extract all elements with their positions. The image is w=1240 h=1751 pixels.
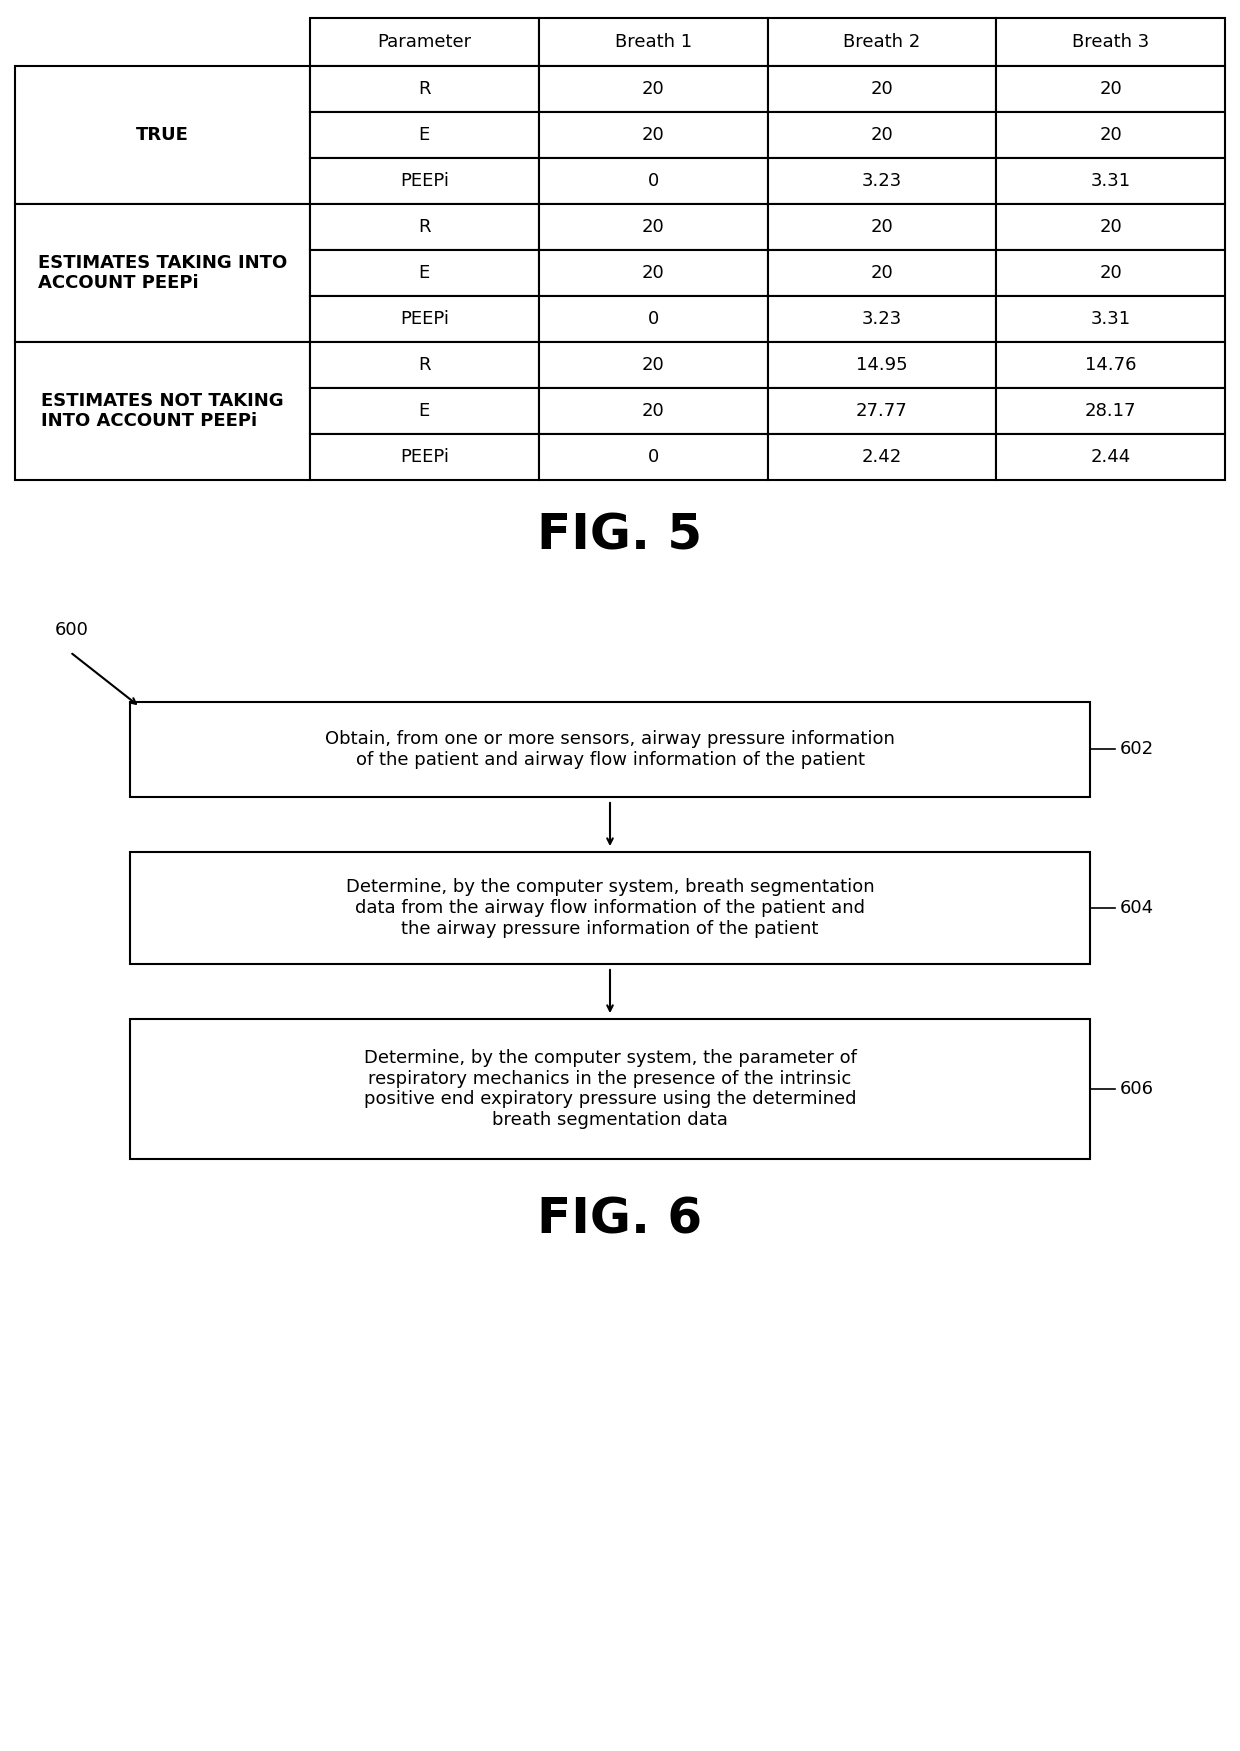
Text: 606: 606 bbox=[1120, 1080, 1154, 1098]
Text: 20: 20 bbox=[642, 355, 665, 375]
Text: E: E bbox=[419, 126, 430, 144]
Bar bbox=[310, 112, 538, 158]
Text: 600: 600 bbox=[55, 622, 89, 639]
Bar bbox=[768, 341, 996, 389]
Text: 20: 20 bbox=[642, 264, 665, 282]
Bar bbox=[130, 853, 1090, 965]
Text: 20: 20 bbox=[870, 219, 893, 236]
Text: 2.44: 2.44 bbox=[1090, 448, 1131, 466]
Bar bbox=[768, 296, 996, 341]
Text: 3.31: 3.31 bbox=[1090, 310, 1131, 327]
Bar bbox=[996, 250, 1225, 296]
Bar bbox=[310, 250, 538, 296]
Text: R: R bbox=[418, 355, 430, 375]
Text: 20: 20 bbox=[642, 126, 665, 144]
Bar bbox=[768, 67, 996, 112]
Bar bbox=[996, 434, 1225, 480]
Bar bbox=[310, 205, 538, 250]
Bar bbox=[996, 18, 1225, 67]
Text: 20: 20 bbox=[1099, 126, 1122, 144]
Bar bbox=[768, 205, 996, 250]
Text: ESTIMATES TAKING INTO
ACCOUNT PEEPi: ESTIMATES TAKING INTO ACCOUNT PEEPi bbox=[38, 254, 288, 292]
Text: 20: 20 bbox=[870, 81, 893, 98]
Bar bbox=[310, 341, 538, 389]
Text: 604: 604 bbox=[1120, 898, 1154, 918]
Bar bbox=[15, 341, 310, 480]
Text: 2.42: 2.42 bbox=[862, 448, 901, 466]
Bar bbox=[768, 389, 996, 434]
Text: 0: 0 bbox=[647, 310, 658, 327]
Bar bbox=[996, 389, 1225, 434]
Text: E: E bbox=[419, 264, 430, 282]
Bar bbox=[538, 389, 768, 434]
Bar bbox=[538, 250, 768, 296]
Text: 0: 0 bbox=[647, 172, 658, 191]
Text: 0: 0 bbox=[647, 448, 658, 466]
Bar bbox=[538, 341, 768, 389]
Text: Breath 2: Breath 2 bbox=[843, 33, 920, 51]
Bar bbox=[310, 434, 538, 480]
Bar bbox=[768, 18, 996, 67]
Bar bbox=[768, 434, 996, 480]
Bar bbox=[996, 112, 1225, 158]
Bar bbox=[310, 296, 538, 341]
Bar bbox=[130, 702, 1090, 797]
Text: 602: 602 bbox=[1120, 741, 1154, 758]
Bar bbox=[310, 158, 538, 205]
Text: R: R bbox=[418, 81, 430, 98]
Bar bbox=[768, 250, 996, 296]
Bar bbox=[130, 1019, 1090, 1159]
Text: Obtain, from one or more sensors, airway pressure information
of the patient and: Obtain, from one or more sensors, airway… bbox=[325, 730, 895, 769]
Bar bbox=[310, 389, 538, 434]
Text: Parameter: Parameter bbox=[377, 33, 471, 51]
Text: FIG. 5: FIG. 5 bbox=[537, 511, 703, 559]
Bar bbox=[538, 112, 768, 158]
Bar bbox=[996, 205, 1225, 250]
Text: Determine, by the computer system, the parameter of
respiratory mechanics in the: Determine, by the computer system, the p… bbox=[363, 1049, 857, 1129]
Bar bbox=[15, 67, 310, 205]
Text: FIG. 6: FIG. 6 bbox=[537, 1194, 703, 1243]
Bar bbox=[538, 158, 768, 205]
Bar bbox=[996, 158, 1225, 205]
Text: TRUE: TRUE bbox=[136, 126, 188, 144]
Bar bbox=[538, 296, 768, 341]
Bar bbox=[310, 18, 538, 67]
Text: 20: 20 bbox=[642, 81, 665, 98]
Bar bbox=[996, 67, 1225, 112]
Text: Determine, by the computer system, breath segmentation
data from the airway flow: Determine, by the computer system, breat… bbox=[346, 879, 874, 939]
Text: 3.23: 3.23 bbox=[862, 310, 901, 327]
Text: 28.17: 28.17 bbox=[1085, 403, 1136, 420]
Text: 27.77: 27.77 bbox=[856, 403, 908, 420]
Text: 14.76: 14.76 bbox=[1085, 355, 1136, 375]
Bar bbox=[310, 67, 538, 112]
Bar bbox=[538, 67, 768, 112]
Text: PEEPi: PEEPi bbox=[399, 310, 449, 327]
Bar bbox=[538, 205, 768, 250]
Text: 14.95: 14.95 bbox=[856, 355, 908, 375]
Bar bbox=[15, 205, 310, 341]
Text: R: R bbox=[418, 219, 430, 236]
Text: ESTIMATES NOT TAKING
INTO ACCOUNT PEEPi: ESTIMATES NOT TAKING INTO ACCOUNT PEEPi bbox=[41, 392, 284, 431]
Text: PEEPi: PEEPi bbox=[399, 172, 449, 191]
Bar bbox=[538, 18, 768, 67]
Text: Breath 1: Breath 1 bbox=[615, 33, 692, 51]
Text: 20: 20 bbox=[870, 264, 893, 282]
Bar bbox=[768, 112, 996, 158]
Text: Breath 3: Breath 3 bbox=[1073, 33, 1149, 51]
Text: E: E bbox=[419, 403, 430, 420]
Text: 20: 20 bbox=[642, 403, 665, 420]
Text: 3.23: 3.23 bbox=[862, 172, 901, 191]
Bar bbox=[768, 158, 996, 205]
Text: 20: 20 bbox=[870, 126, 893, 144]
Text: 20: 20 bbox=[1099, 219, 1122, 236]
Text: PEEPi: PEEPi bbox=[399, 448, 449, 466]
Bar bbox=[538, 434, 768, 480]
Text: 20: 20 bbox=[642, 219, 665, 236]
Bar bbox=[996, 341, 1225, 389]
Text: 3.31: 3.31 bbox=[1090, 172, 1131, 191]
Bar bbox=[996, 296, 1225, 341]
Text: 20: 20 bbox=[1099, 264, 1122, 282]
Text: 20: 20 bbox=[1099, 81, 1122, 98]
